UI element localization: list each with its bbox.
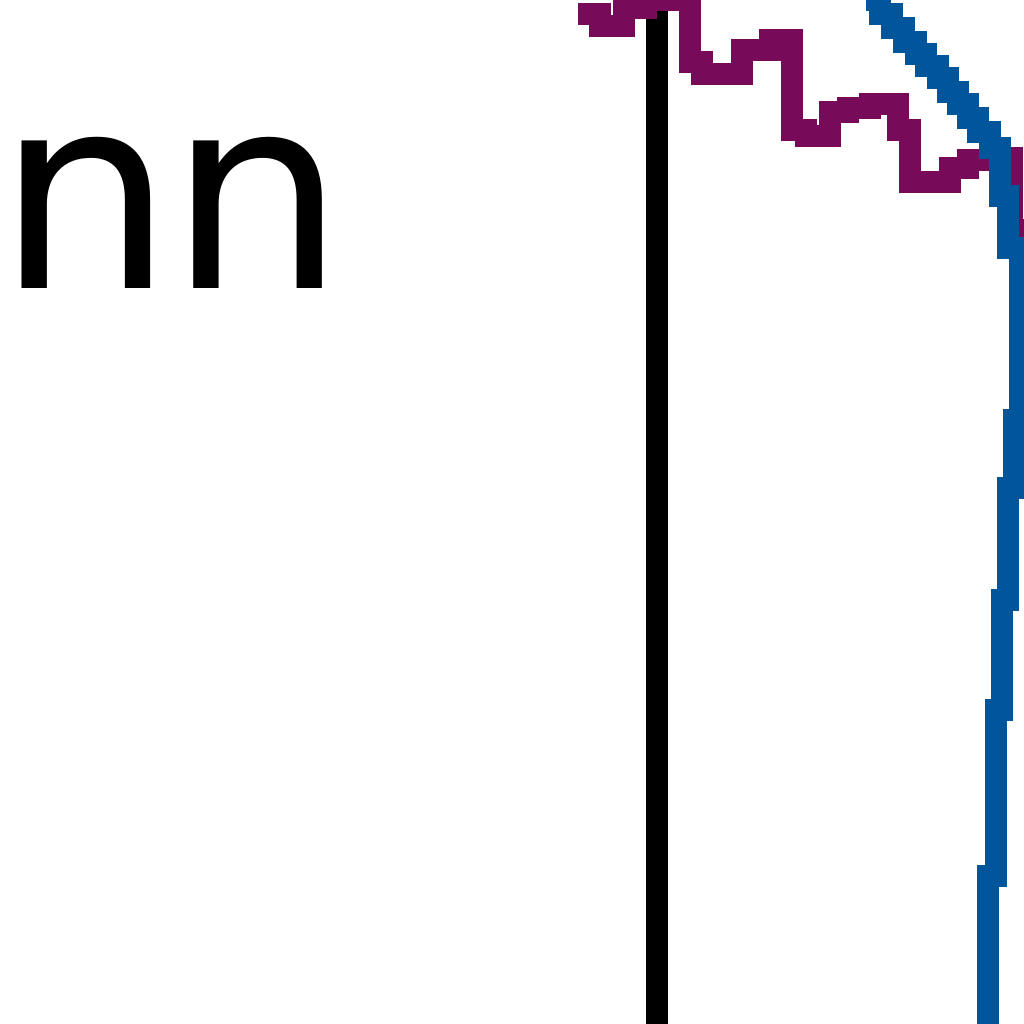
vertical-axis-line	[646, 0, 668, 1024]
partial-label-text: nn	[0, 37, 346, 352]
wavy-line	[578, 0, 1024, 241]
curved-line	[866, 0, 1024, 1024]
